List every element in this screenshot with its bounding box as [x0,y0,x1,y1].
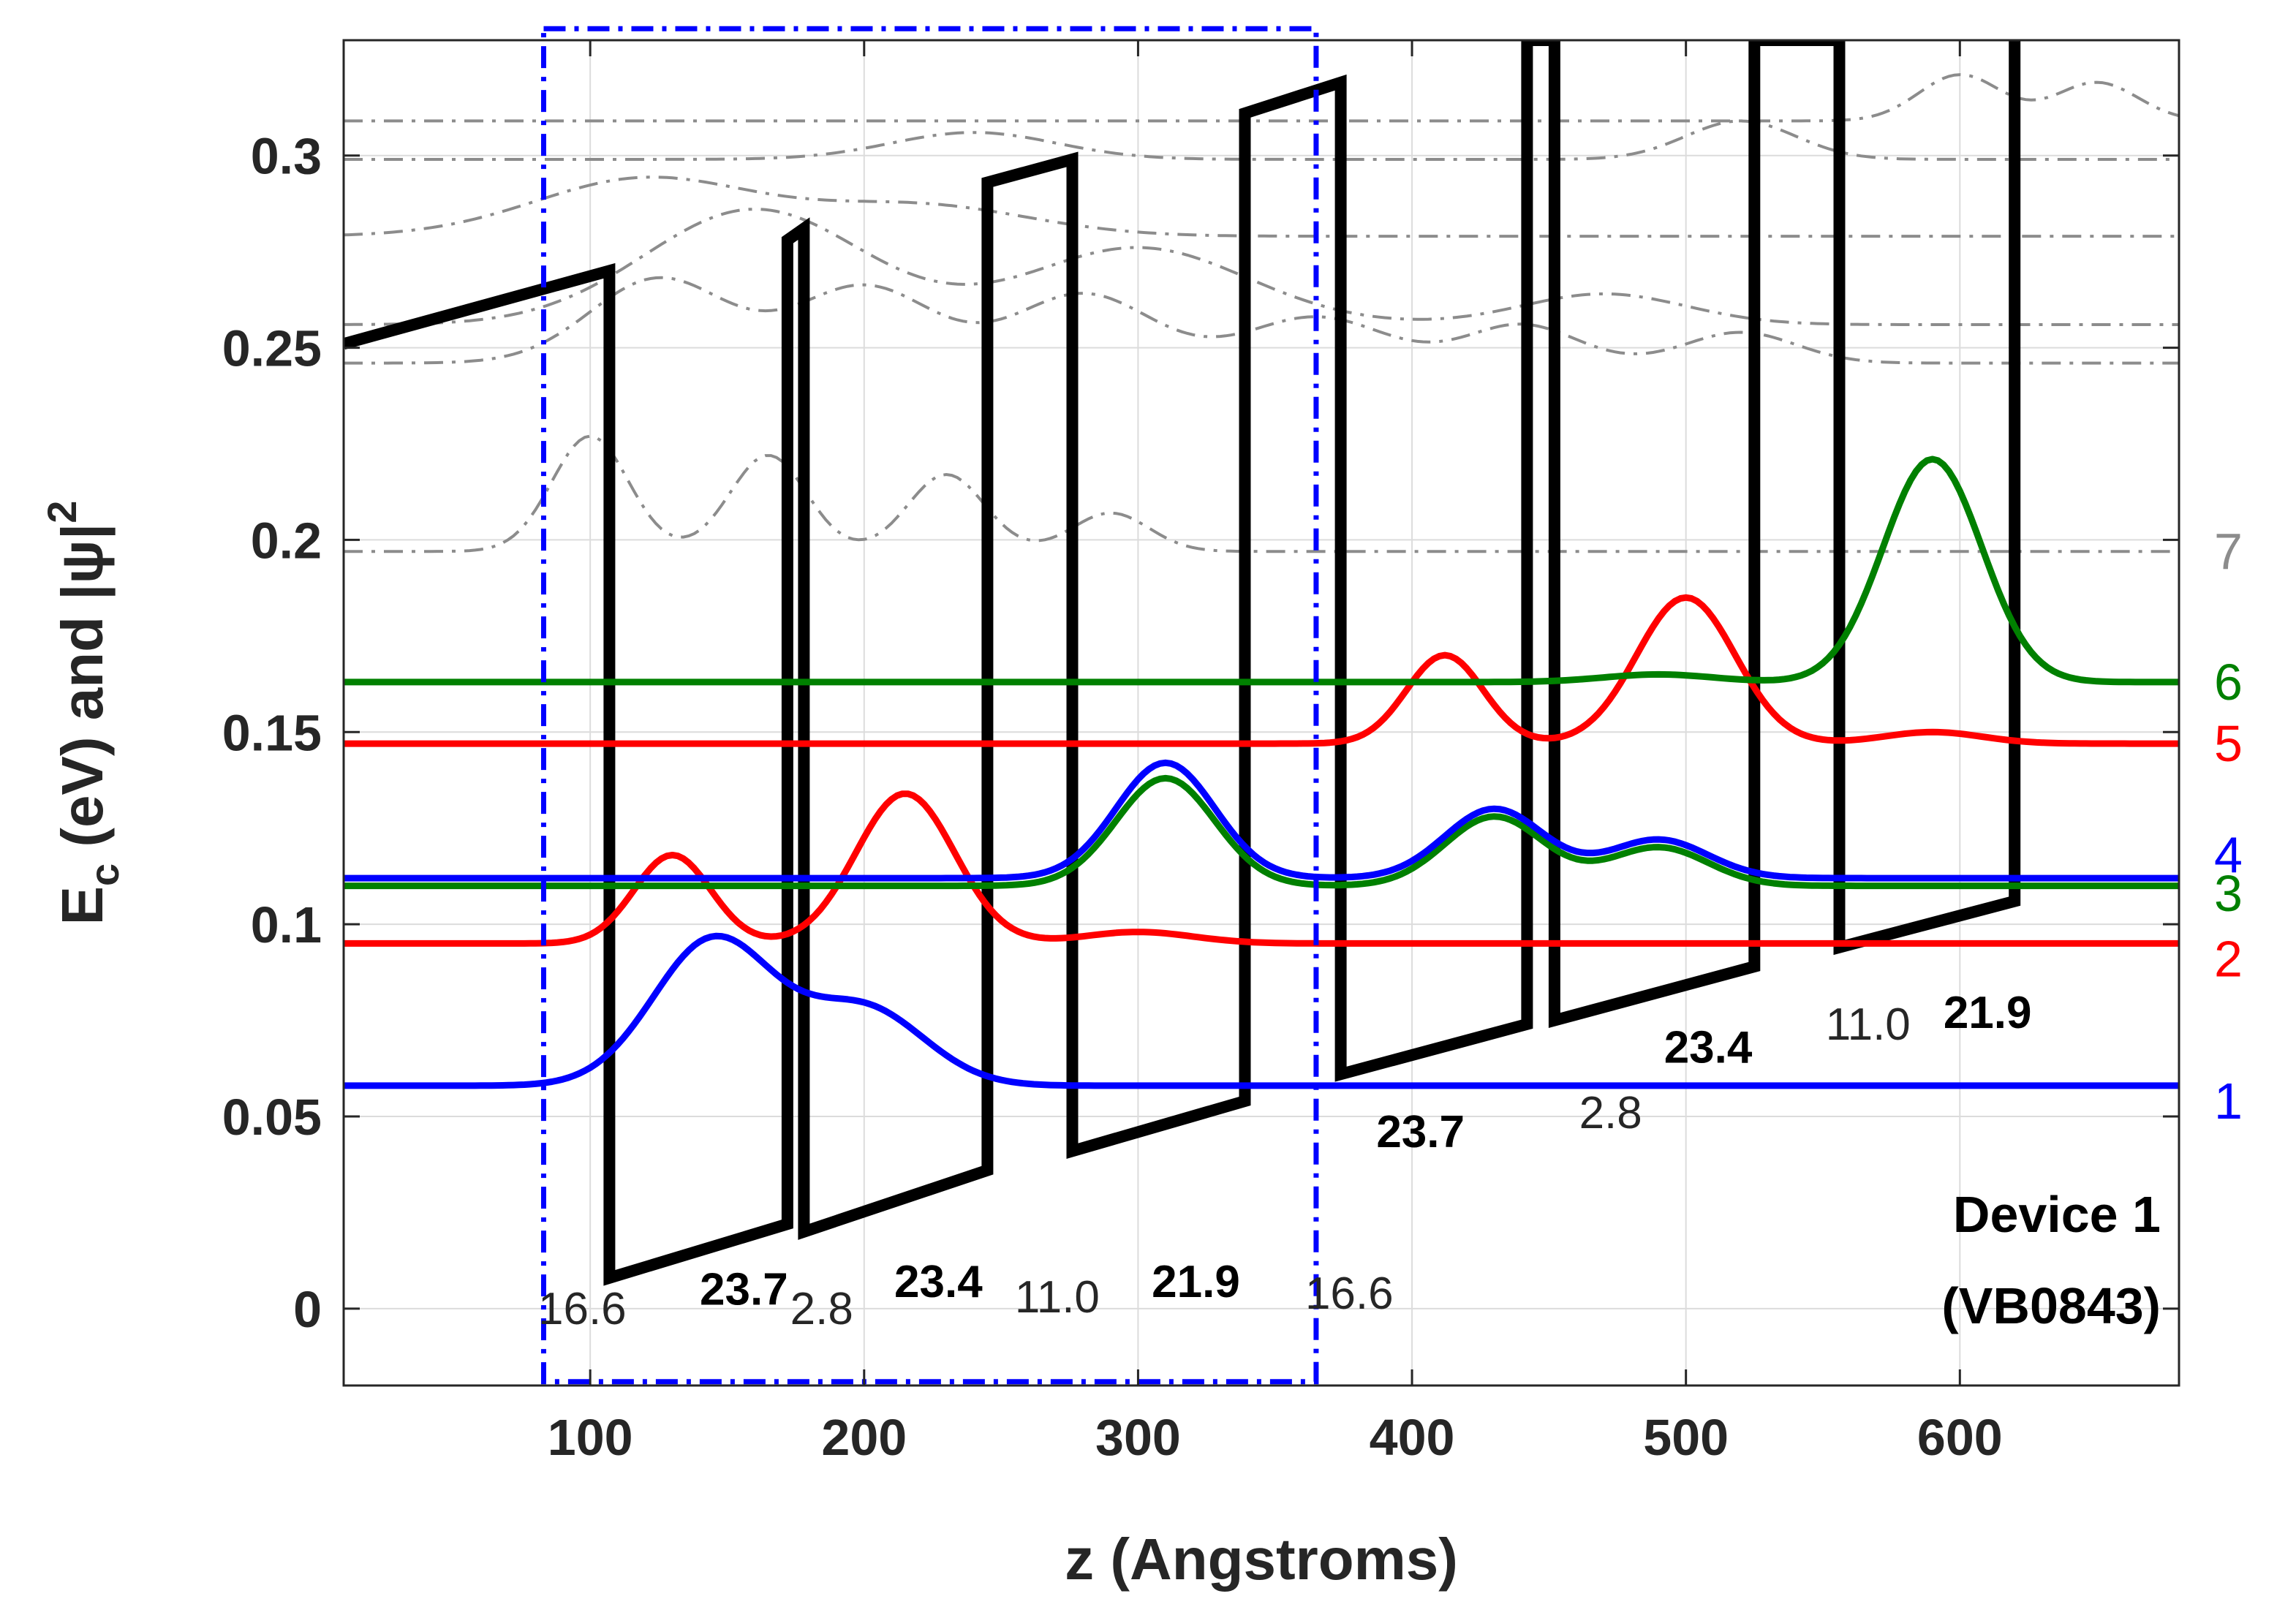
upper-states [344,73,2179,553]
y-axis-title: Ec (eV) and |ψ|2 [39,501,127,926]
upper-state-12 [344,73,2179,123]
svg-text:Ec (eV) and |ψ|2: Ec (eV) and |ψ|2 [39,501,127,926]
plot-background [344,40,2179,1385]
x-tick-label: 600 [1917,1409,2003,1466]
state-label-4: 4 [2214,827,2243,884]
y-axis-title-main: E [50,886,115,925]
thickness-label: 16.6 [538,1284,627,1334]
wavefunction-3 [344,774,2179,890]
x-axis-title: z (Angstroms) [1065,1527,1458,1592]
y-tick-labels: 0 0.05 0.1 0.15 0.2 0.25 0.3 [222,128,322,1338]
thickness-label: 21.9 [1152,1257,1240,1307]
thickness-label: 23.4 [894,1257,983,1307]
upper-state-9 [344,208,2179,326]
grid-lines [344,40,2179,1385]
thickness-label: 2.8 [1579,1088,1642,1138]
device-label-line1: Device 1 [1953,1186,2161,1243]
plot-frame [342,39,2180,1387]
highlight-box-group [540,26,1319,1385]
y-tick-label: 0.05 [222,1089,322,1146]
state-label-3: 3 [2214,865,2243,922]
y-axis-title-sup: 2 [39,501,85,523]
upper-state-7 [344,434,2179,553]
highlight-box [540,26,1319,1385]
x-tick-label: 400 [1370,1409,1455,1466]
x-tick-label: 500 [1643,1409,1729,1466]
upper-state-10 [344,175,2179,238]
conduction-band [344,40,2021,1286]
thickness-label: 16.6 [1305,1269,1394,1319]
y-tick-label: 0.15 [222,704,322,761]
state-label-5: 5 [2214,715,2243,772]
x-tick-label: 100 [548,1409,633,1466]
conduction-band-line [344,40,2021,1286]
state-label-6: 6 [2214,654,2243,711]
wavefunctions [344,455,2179,1089]
y-tick-label: 0.3 [251,128,322,185]
y-tick-label: 0 [293,1281,322,1338]
state-label-1: 1 [2214,1073,2243,1130]
thickness-label: 2.8 [790,1284,853,1334]
state-label-2: 2 [2214,930,2243,987]
thickness-label: 21.9 [1944,988,2032,1038]
thickness-label: 11.0 [1015,1272,1100,1323]
thickness-label: 23.7 [1376,1107,1465,1157]
thickness-label: 23.7 [700,1265,788,1315]
wavefunction-1 [344,932,2179,1089]
wavefunction-4 [344,759,2179,882]
y-axis-title-rest: (eV) and |ψ| [50,523,116,863]
wavefunction-5 [344,594,2179,747]
y-axis-title-sub: c [81,863,127,886]
wavefunction-2 [344,790,2179,947]
thickness-label: 11.0 [1826,999,1911,1050]
upper-state-8 [344,276,2179,365]
upper-state-11 [344,119,2179,161]
device-label-line2: (VB0843) [1941,1277,2161,1334]
x-tick-label: 200 [821,1409,907,1466]
y-tick-label: 0.1 [251,896,322,953]
y-tick-label: 0.2 [251,512,322,569]
x-tick-labels: 100 200 300 400 500 600 [548,1409,2003,1466]
wavefunction-6 [344,455,2179,686]
thickness-labels: 16.6 23.7 2.823.4 11.0 21.9 16.623.7 2.823.4 11… [538,988,2032,1334]
axis-ticks [344,40,2179,1385]
thickness-label: 23.4 [1664,1022,1753,1073]
y-tick-label: 0.25 [222,320,322,377]
state-label-7: 7 [2214,523,2243,580]
x-tick-label: 300 [1095,1409,1181,1466]
